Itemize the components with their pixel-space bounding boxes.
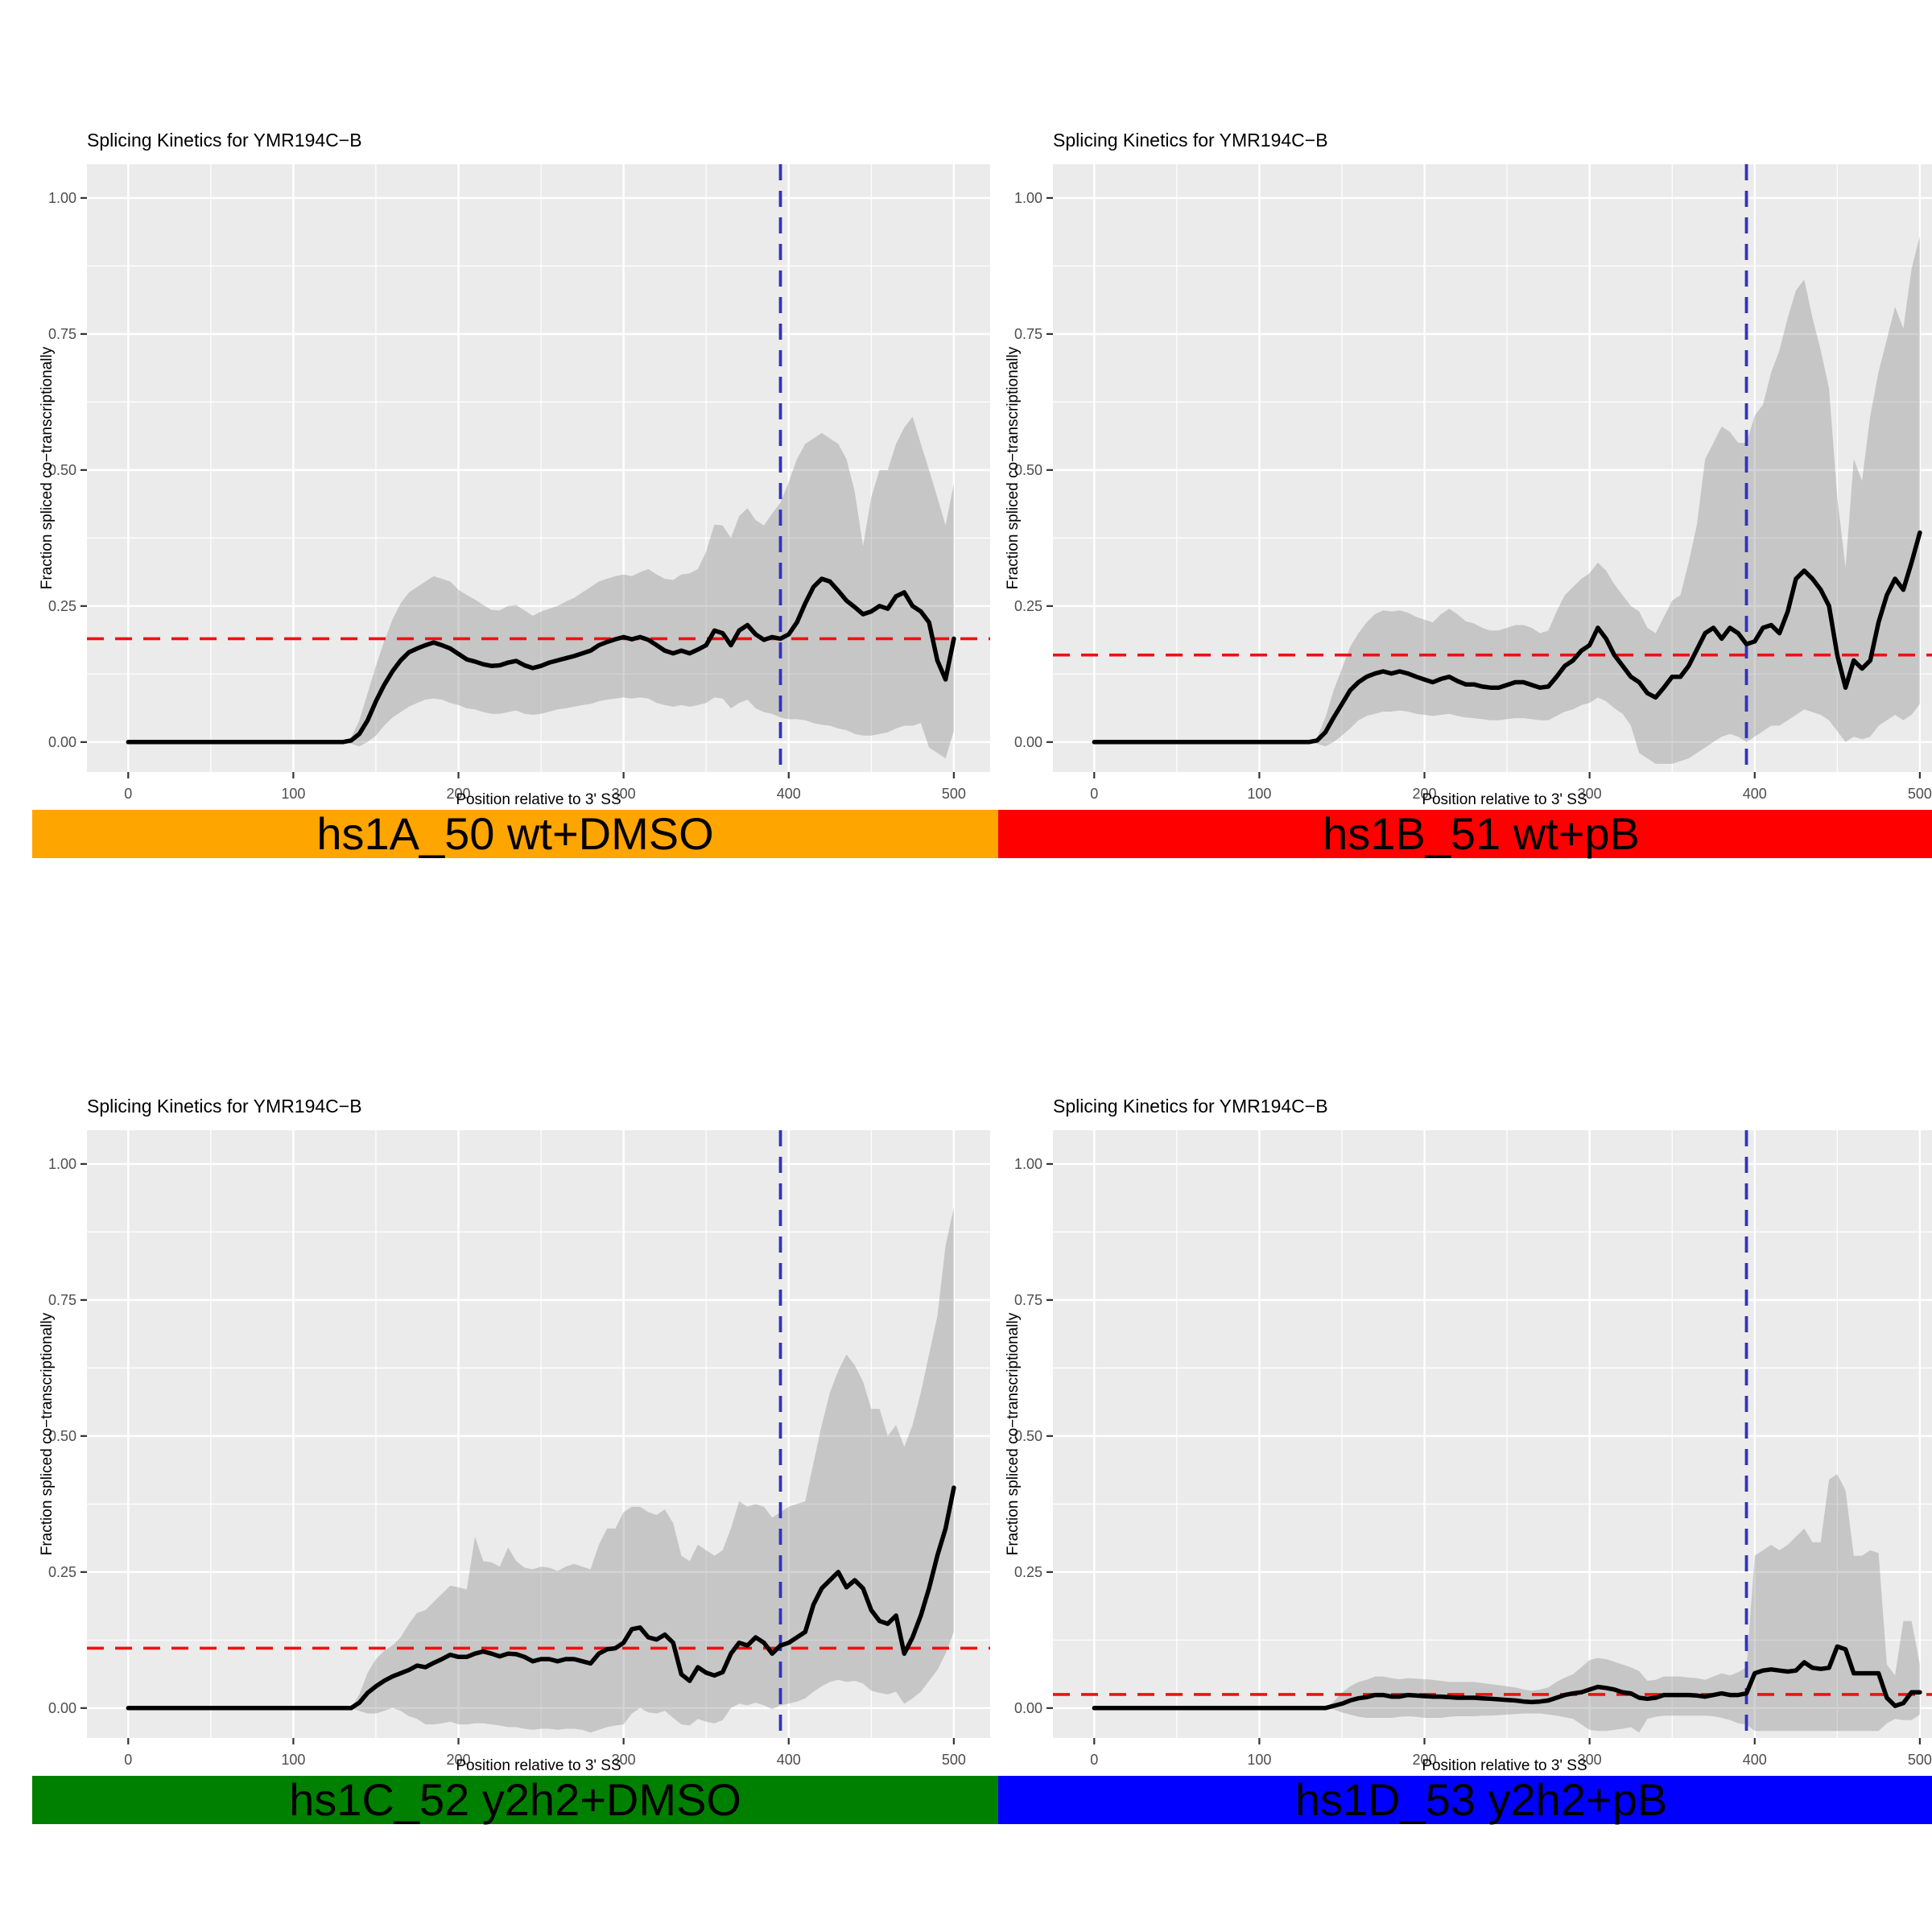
x-tick-label: 100 <box>1247 786 1271 802</box>
x-tick-label: 400 <box>1743 1752 1767 1768</box>
y-tick-label: 0.00 <box>1014 1700 1042 1716</box>
x-tick-label: 200 <box>446 1752 470 1768</box>
condition-label-bar-hs1B: hs1B_51 wt+pB <box>998 810 1932 858</box>
mean-fraction-spliced-line <box>1092 1644 1922 1711</box>
confidence-ribbon <box>1094 236 1920 764</box>
x-tick-label: 400 <box>1743 786 1767 802</box>
plot-title: Splicing Kinetics for YMR194C−B <box>87 1096 362 1117</box>
mean-fraction-spliced-line <box>126 1485 956 1711</box>
y-tick-label: 0.75 <box>48 326 76 342</box>
x-tick-label: 0 <box>124 1752 132 1768</box>
y-axis-label: Fraction spliced co−transcriptionally <box>1005 346 1022 589</box>
x-tick-label: 500 <box>1908 786 1932 802</box>
x-tick-label: 200 <box>1412 1752 1436 1768</box>
y-tick-label: 0.50 <box>48 1428 76 1444</box>
y-tick-label: 0.00 <box>1014 734 1042 750</box>
y-tick-label: 0.50 <box>48 462 76 478</box>
confidence-ribbon <box>128 416 954 759</box>
y-tick-label: 1.00 <box>48 1156 76 1172</box>
x-tick-label: 300 <box>1578 786 1602 802</box>
x-tick-label: 100 <box>281 1752 305 1768</box>
plot-title: Splicing Kinetics for YMR194C−B <box>1053 130 1328 151</box>
x-tick-label: 200 <box>446 786 470 802</box>
condition-label: hs1B_51 wt+pB <box>1323 808 1640 859</box>
mean-fraction-spliced-line <box>126 576 956 745</box>
y-axis-label: Fraction spliced co−transcriptionally <box>39 1312 56 1555</box>
y-tick-label: 0.00 <box>48 734 76 750</box>
y-tick-label: 0.75 <box>1014 326 1042 342</box>
x-tick-label: 0 <box>124 786 132 802</box>
y-tick-label: 0.25 <box>1014 598 1042 614</box>
y-tick-label: 0.25 <box>48 1564 76 1580</box>
x-tick-label: 300 <box>1578 1752 1602 1768</box>
x-axis-label: Position relative to 3' SS <box>1422 791 1587 808</box>
figure-hs1B-wt-pB: 0 100 200 300 400 500 0.00 0.25 0.50 0.75 1.00 Spli… <box>998 85 1932 858</box>
figure-hs1C-y2h2-DMSO: 0 100 200 300 400 500 0.00 0.25 0.50 0.75 1.00 Spli… <box>32 1051 998 1824</box>
x-axis-label: Position relative to 3' SS <box>456 1757 621 1774</box>
confidence-ribbon <box>1094 1474 1920 1733</box>
y-tick-label: 0.75 <box>1014 1292 1042 1308</box>
y-tick-label: 1.00 <box>48 190 76 206</box>
y-tick-label: 0.50 <box>1014 462 1042 478</box>
figure-hs1A-wt-DMSO: 0 100 200 300 400 500 0.00 0.25 0.50 0.75 1.00 Spli… <box>32 85 998 858</box>
condition-label-bar-hs1D: hs1D_53 y2h2+pB <box>998 1776 1932 1824</box>
x-tick-label: 300 <box>612 786 636 802</box>
splicing-kinetics-chart-hs1C: 0 100 200 300 400 500 0.00 0.25 0.50 0.75 1.00 Spli… <box>39 1096 990 1774</box>
y-tick-label: 0.75 <box>48 1292 76 1308</box>
x-tick-label: 100 <box>281 786 305 802</box>
y-tick-label: 0.00 <box>48 1700 76 1716</box>
y-axis-label: Fraction spliced co−transcriptionally <box>1005 1312 1022 1555</box>
condition-label-bar-hs1C: hs1C_52 y2h2+DMSO <box>32 1776 998 1824</box>
y-tick-label: 1.00 <box>1014 190 1042 206</box>
x-tick-label: 400 <box>777 786 801 802</box>
x-tick-label: 500 <box>942 1752 966 1768</box>
y-tick-label: 1.00 <box>1014 1156 1042 1172</box>
x-tick-label: 0 <box>1090 786 1098 802</box>
splicing-kinetics-chart-hs1A: 0 100 200 300 400 500 0.00 0.25 0.50 0.75 1.00 Spli… <box>39 130 990 808</box>
confidence-ribbon <box>128 1208 954 1733</box>
figure-hs1D-y2h2-pB: 0 100 200 300 400 500 0.00 0.25 0.50 0.75 1.00 Spli… <box>998 1051 1932 1824</box>
x-tick-label: 300 <box>612 1752 636 1768</box>
x-tick-label: 400 <box>777 1752 801 1768</box>
splicing-kinetics-chart-hs1B: 0 100 200 300 400 500 0.00 0.25 0.50 0.75 1.00 Spli… <box>1005 130 1932 808</box>
condition-label: hs1A_50 wt+DMSO <box>316 808 714 859</box>
condition-label-bar-hs1A: hs1A_50 wt+DMSO <box>32 810 998 858</box>
x-tick-label: 0 <box>1090 1752 1098 1768</box>
x-tick-label: 200 <box>1412 786 1436 802</box>
condition-label: hs1D_53 y2h2+pB <box>1294 1774 1668 1825</box>
y-tick-label: 0.50 <box>1014 1428 1042 1444</box>
condition-label: hs1C_52 y2h2+DMSO <box>289 1774 741 1825</box>
plot-title: Splicing Kinetics for YMR194C−B <box>1053 1096 1328 1117</box>
plot-title: Splicing Kinetics for YMR194C−B <box>87 130 362 151</box>
x-tick-label: 100 <box>1247 1752 1271 1768</box>
x-axis-label: Position relative to 3' SS <box>1422 1757 1587 1774</box>
x-tick-label: 500 <box>942 786 966 802</box>
y-axis-label: Fraction spliced co−transcriptionally <box>39 346 56 589</box>
splicing-kinetics-chart-hs1D: 0 100 200 300 400 500 0.00 0.25 0.50 0.75 1.00 Spli… <box>1005 1096 1932 1774</box>
y-tick-label: 0.25 <box>48 598 76 614</box>
mean-fraction-spliced-line <box>1092 530 1922 745</box>
y-tick-label: 0.25 <box>1014 1564 1042 1580</box>
x-tick-label: 500 <box>1908 1752 1932 1768</box>
x-axis-label: Position relative to 3' SS <box>456 791 621 808</box>
